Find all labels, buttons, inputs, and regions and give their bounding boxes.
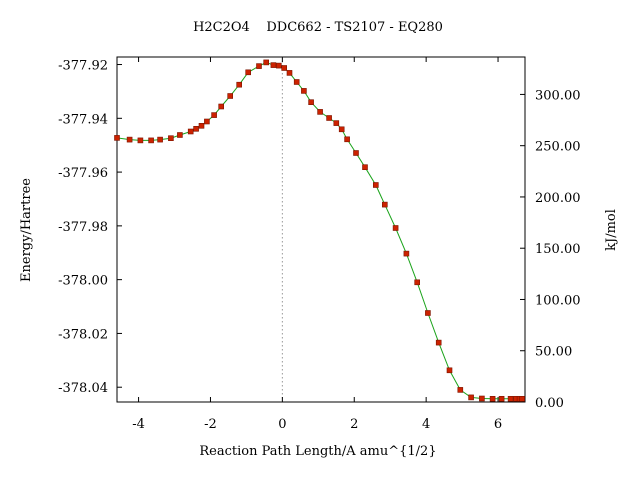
data-point — [446, 367, 453, 374]
data-point — [263, 59, 270, 66]
x-axis-ticks: -4 -2 0 2 4 6 — [132, 57, 502, 432]
data-point — [333, 120, 340, 126]
data-point — [489, 395, 496, 402]
data-point — [381, 201, 388, 208]
right-tick-label: 150.00 — [535, 242, 581, 257]
right-axis-ticks: 0.00 50.00 100.00 150.00 200.00 250.00 300.00 — [520, 88, 581, 411]
data-point — [344, 136, 350, 143]
data-point — [245, 69, 251, 76]
data-point — [281, 65, 288, 71]
data-point — [270, 62, 277, 68]
right-tick-label: 50.00 — [535, 345, 572, 360]
data-point — [468, 394, 474, 401]
x-tick-label: 2 — [350, 417, 358, 432]
data-point — [236, 81, 242, 88]
data-point — [308, 99, 314, 105]
right-tick-label: 250.00 — [535, 140, 581, 155]
right-tick-label: 0.00 — [535, 396, 564, 411]
data-point — [353, 150, 359, 156]
x-tick-label: -4 — [132, 417, 145, 432]
x-tick-label: 0 — [278, 417, 286, 432]
right-axis-label: kJ/mol — [604, 209, 619, 251]
data-point — [362, 164, 368, 170]
right-tick-label: 100.00 — [535, 293, 581, 308]
y-tick-label: -377.94 — [58, 112, 108, 127]
right-tick-label: 200.00 — [535, 191, 581, 206]
data-point — [198, 123, 205, 129]
data-point — [326, 115, 332, 121]
data-point — [498, 395, 505, 402]
data-point — [193, 126, 199, 132]
data-point — [126, 136, 133, 143]
x-tick-label: 6 — [494, 417, 502, 432]
data-point — [275, 62, 282, 69]
data-point — [256, 63, 262, 69]
x-tick-label: 4 — [422, 417, 430, 432]
data-point — [218, 103, 224, 110]
data-point — [457, 387, 464, 393]
data-point — [435, 339, 442, 346]
x-axis-label: Reaction Path Length/A amu^{1/2} — [199, 444, 436, 459]
data-point — [137, 137, 144, 144]
data-point — [211, 112, 217, 118]
data-point — [177, 132, 183, 138]
data-point — [148, 137, 154, 144]
data-point — [414, 279, 421, 286]
data-point — [372, 182, 379, 188]
data-point — [227, 93, 233, 99]
data-point — [425, 310, 431, 316]
data-point — [187, 128, 194, 135]
y-tick-label: -378.02 — [58, 327, 108, 342]
x-tick-label: -2 — [204, 417, 217, 432]
y-tick-label: -377.92 — [58, 59, 108, 74]
data-point — [338, 126, 345, 133]
energy-data-points — [114, 59, 525, 402]
data-point — [168, 135, 174, 141]
data-point — [392, 225, 399, 231]
data-point — [507, 395, 514, 402]
right-tick-label: 300.00 — [535, 88, 581, 103]
data-point — [479, 395, 485, 402]
plot-frame — [116, 56, 526, 403]
data-point — [519, 395, 525, 402]
data-point — [301, 88, 307, 94]
y-tick-label: -377.96 — [58, 166, 108, 181]
data-point — [204, 118, 210, 125]
data-point — [403, 250, 410, 257]
y-axis-ticks: -377.92 -377.94 -377.96 -377.98 -378.00 -378.… — [58, 59, 122, 396]
data-point — [293, 79, 300, 85]
y-tick-label: -378.00 — [58, 274, 108, 289]
data-point — [286, 70, 293, 76]
y-tick-label: -378.04 — [58, 381, 108, 396]
y-tick-label: -377.98 — [58, 220, 108, 235]
y-axis-label: Energy/Hartree — [19, 178, 34, 282]
data-point — [114, 135, 120, 141]
plot-border — [116, 56, 526, 403]
data-point — [317, 109, 323, 115]
chart-title: H2C2O4 DDC662 - TS2107 - EQ280 — [193, 20, 443, 35]
data-point — [157, 136, 163, 143]
